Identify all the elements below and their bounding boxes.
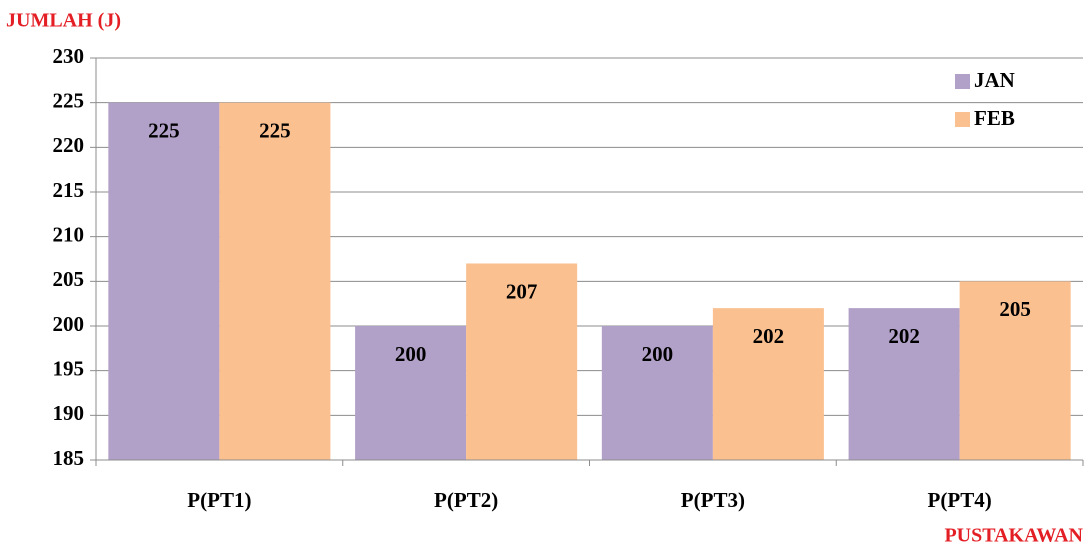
y-tick-label: 220 bbox=[53, 133, 85, 157]
y-tick-label: 200 bbox=[53, 312, 85, 336]
y-tick-label: 185 bbox=[53, 446, 85, 470]
y-axis-label: JUMLAH (J) bbox=[6, 10, 121, 32]
value-label: 202 bbox=[888, 324, 920, 348]
value-label: 207 bbox=[506, 279, 538, 303]
bar bbox=[219, 102, 331, 461]
legend-swatch bbox=[955, 112, 970, 127]
bar bbox=[466, 263, 578, 460]
bar bbox=[108, 102, 220, 461]
value-label: 225 bbox=[148, 118, 180, 142]
y-tick-label: 205 bbox=[53, 267, 85, 291]
x-tick-label: P(PT4) bbox=[928, 488, 992, 512]
y-tick-label: 210 bbox=[53, 222, 85, 246]
legend-label: JAN bbox=[974, 68, 1015, 92]
legend-swatch bbox=[955, 74, 970, 89]
x-tick-label: P(PT1) bbox=[187, 488, 251, 512]
value-label: 200 bbox=[395, 342, 427, 366]
y-tick-label: 215 bbox=[53, 178, 85, 202]
x-tick-label: P(PT3) bbox=[681, 488, 745, 512]
y-tick-label: 225 bbox=[53, 88, 85, 112]
legend-label: FEB bbox=[974, 106, 1015, 130]
bar bbox=[355, 326, 467, 460]
value-label: 202 bbox=[753, 324, 785, 348]
value-label: 205 bbox=[999, 297, 1031, 321]
bar bbox=[601, 326, 713, 460]
bar bbox=[848, 308, 960, 460]
value-label: 200 bbox=[642, 342, 674, 366]
y-tick-label: 195 bbox=[53, 356, 85, 380]
y-tick-label: 190 bbox=[53, 401, 85, 425]
x-tick-label: P(PT2) bbox=[434, 488, 498, 512]
bar bbox=[959, 281, 1071, 460]
bar bbox=[712, 308, 824, 460]
y-tick-label: 230 bbox=[53, 44, 85, 68]
value-label: 225 bbox=[259, 118, 291, 142]
x-axis-label: PUSTAKAWAN bbox=[944, 525, 1083, 547]
